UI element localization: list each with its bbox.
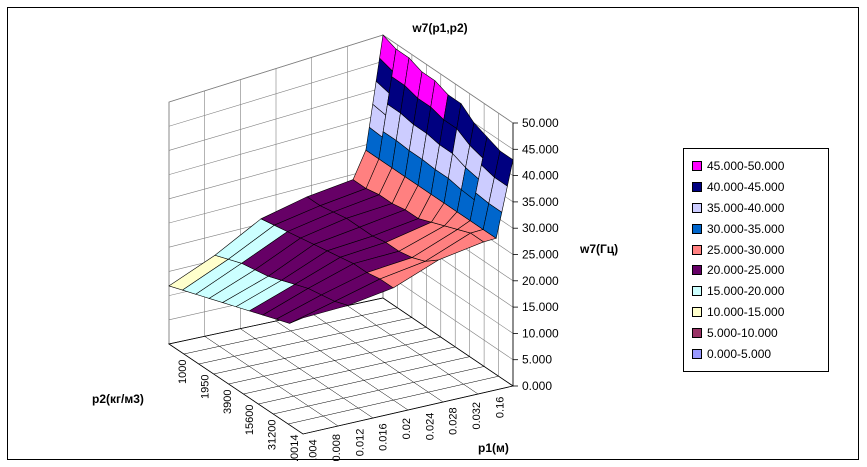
p2-axis-label: p2(кг/м3) <box>92 392 144 406</box>
legend-item: 25.000-30.000 <box>692 239 828 260</box>
p1-tick-label: 0.024 <box>424 413 436 441</box>
floor-gridline <box>347 305 479 395</box>
legend-label: 5.000-10.000 <box>707 325 778 340</box>
z-tick-label: 30.000 <box>522 221 559 235</box>
chart-area: w7(p1,p2) 0.000 5.000 10.000 15.000 20.000 25… <box>7 7 859 462</box>
legend-label: 0.000-5.000 <box>707 346 772 361</box>
p2-tick-label: 15600 <box>244 405 256 436</box>
floor-gridline <box>168 343 304 435</box>
legend-item: 45.000-50.000 <box>692 156 828 177</box>
p1-tick-label: 0.012 <box>354 429 366 457</box>
legend-item: 35.000-40.000 <box>692 198 828 219</box>
legend-item: 0.000-5.000 <box>692 343 828 364</box>
floor-gridline <box>382 297 514 387</box>
z-axis-label: w7(Гц) <box>579 242 618 256</box>
wall-gridline <box>382 271 514 360</box>
p1-tick-label: 0.028 <box>448 407 460 435</box>
legend-label: 40.000-45.000 <box>707 180 785 195</box>
p2-tick-label: 0.0014 <box>289 435 301 462</box>
z-tick-label: 40.000 <box>522 169 559 183</box>
p2-tick-label: 31200 <box>267 420 279 451</box>
wall-gridline <box>382 34 514 124</box>
legend-swatch <box>692 244 702 255</box>
floor-gridline <box>240 328 374 419</box>
z-tick-label: 10.000 <box>522 326 559 340</box>
legend-item: 20.000-25.000 <box>692 260 828 281</box>
legend-label: 10.000-15.000 <box>707 304 785 319</box>
floor-gridline <box>204 336 339 427</box>
legend-label: 25.000-30.000 <box>707 242 785 257</box>
z-tick-label: 35.000 <box>522 195 559 209</box>
p1-tick-label: 0.016 <box>378 423 390 451</box>
p1-tick-label: 0.16 <box>494 397 506 418</box>
legend-swatch <box>692 223 702 234</box>
z-tick-label: 20.000 <box>522 274 559 288</box>
p2-tick-label: 3900 <box>222 390 234 414</box>
z-tick-label: 5.000 <box>522 353 552 367</box>
p2-tick-label: 1000 <box>177 360 189 384</box>
legend-swatch <box>692 306 702 317</box>
chart-title: w7(p1,p2) <box>411 21 467 35</box>
surface-mesh <box>168 34 514 324</box>
floor-gridline <box>275 320 409 411</box>
p2-axis: 1000 1950 3900 15600 31200 0.0014 <box>177 360 301 462</box>
p1-axis-label: p1(м) <box>478 441 509 455</box>
legend-swatch <box>692 348 702 359</box>
p1-tick-label: 0.004 <box>308 439 320 461</box>
legend-item: 15.000-20.000 <box>692 281 828 302</box>
legend-label: 45.000-50.000 <box>707 159 785 174</box>
legend-item: 10.000-15.000 <box>692 302 828 323</box>
legend-item: 5.000-10.000 <box>692 322 828 343</box>
p1-tick-label: 0.008 <box>331 434 343 461</box>
legend: 45.000-50.000 40.000-45.000 35.000-40.000 3… <box>683 148 829 372</box>
legend-swatch <box>692 161 702 172</box>
legend-swatch <box>692 327 702 338</box>
z-tick-label: 45.000 <box>522 142 559 156</box>
p1-tick-label: 0.02 <box>401 418 413 439</box>
surface-chart: w7(p1,p2) 0.000 5.000 10.000 15.000 20.000 25… <box>92 21 618 462</box>
legend-swatch <box>692 182 702 193</box>
p2-tick-label: 1950 <box>200 375 212 399</box>
z-tick-label: 0.000 <box>522 379 552 393</box>
legend-swatch <box>692 202 702 213</box>
z-tick-label: 15.000 <box>522 300 559 314</box>
p1-tick-label: 0.032 <box>471 402 483 430</box>
z-axis: 0.000 5.000 10.000 15.000 20.000 25.000 30.000… <box>512 116 559 393</box>
legend-label: 15.000-20.000 <box>707 284 785 299</box>
legend-label: 30.000-35.000 <box>707 221 785 236</box>
p1-axis: 0.004 0.008 0.012 0.016 0.02 0.024 0.028 0.032 0… <box>308 397 507 461</box>
z-tick-label: 50.000 <box>522 116 559 130</box>
legend-item: 30.000-35.000 <box>692 218 828 239</box>
floor-gridline <box>311 313 444 403</box>
legend-item: 40.000-45.000 <box>692 177 828 198</box>
legend-label: 35.000-40.000 <box>707 200 785 215</box>
z-tick-label: 25.000 <box>522 248 559 262</box>
legend-swatch <box>692 265 702 276</box>
legend-label: 20.000-25.000 <box>707 263 785 278</box>
legend-swatch <box>692 286 702 297</box>
